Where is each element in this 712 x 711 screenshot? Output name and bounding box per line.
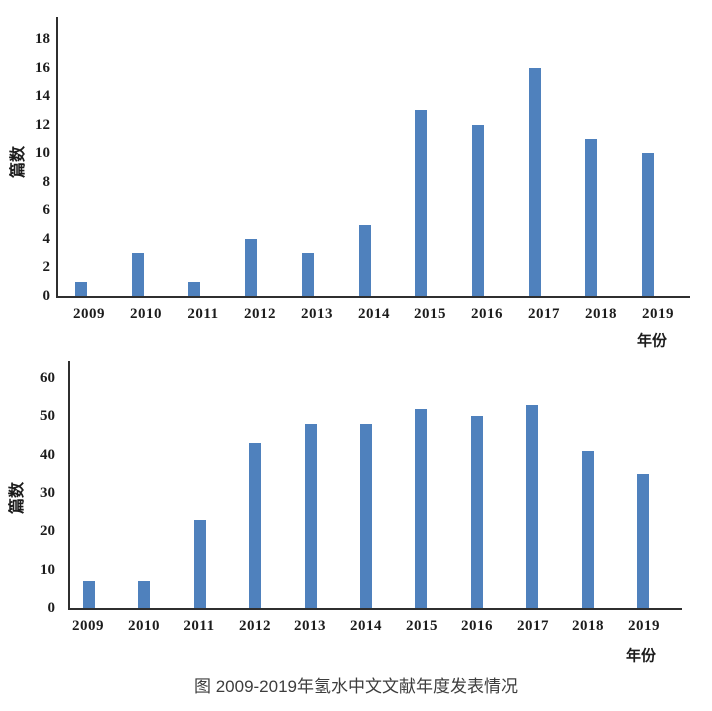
bar-2019 <box>637 474 649 608</box>
x-axis-title: 年份 <box>636 333 668 350</box>
x-tick-label: 2017 <box>528 306 560 322</box>
bar-2014 <box>360 424 372 608</box>
bar-2013 <box>305 424 317 608</box>
y-tick-label: 16 <box>35 59 50 76</box>
bar-2017 <box>529 68 541 296</box>
bar-2009 <box>75 282 87 296</box>
bar-2011 <box>188 282 200 296</box>
y-tick-label: 8 <box>42 173 51 190</box>
x-tick-label: 2013 <box>294 618 326 634</box>
x-tick-label: 2017 <box>517 618 549 634</box>
bar-2017 <box>526 405 538 608</box>
bar-2016 <box>471 416 483 608</box>
y-tick-label: 18 <box>35 30 50 47</box>
y-tick-label: 2 <box>42 259 51 276</box>
x-tick-label: 2012 <box>239 618 271 634</box>
bar-2016 <box>472 125 484 296</box>
x-tick-label: 2019 <box>628 618 660 634</box>
bar-2018 <box>585 139 597 296</box>
figure-caption: 图 2009-2019年氢水中文文献年度发表情况 <box>193 677 519 696</box>
bar-2015 <box>415 409 427 608</box>
y-tick-label: 20 <box>40 523 55 540</box>
x-tick-label: 2009 <box>73 306 105 322</box>
x-tick-label: 2015 <box>414 306 446 322</box>
y-tick-label: 4 <box>42 230 51 247</box>
x-tick-label: 2018 <box>585 306 617 322</box>
bar-2010 <box>138 581 150 608</box>
y-axis-line <box>68 361 70 610</box>
x-tick-label: 2013 <box>301 306 333 322</box>
x-tick-label: 2012 <box>244 306 276 322</box>
x-tick-label: 2010 <box>128 618 160 634</box>
bar-2018 <box>582 451 594 608</box>
x-axis-title: 年份 <box>625 648 657 665</box>
bar-2014 <box>359 225 371 296</box>
y-tick-label: 0 <box>42 288 51 304</box>
y-tick-label: 10 <box>40 561 55 578</box>
y-tick-label: 14 <box>35 88 50 105</box>
x-tick-label: 2019 <box>642 306 674 322</box>
bar-2015 <box>415 110 427 296</box>
x-tick-label: 2016 <box>461 618 493 634</box>
x-tick-label: 2011 <box>187 306 219 322</box>
x-tick-label: 2010 <box>130 306 162 322</box>
y-axis-line <box>56 17 58 298</box>
y-tick-label: 6 <box>42 202 51 219</box>
bar-2012 <box>245 239 257 296</box>
bar-2011 <box>194 520 206 608</box>
x-axis-line <box>56 296 690 298</box>
x-tick-label: 2015 <box>406 618 438 634</box>
x-tick-label: 2014 <box>358 306 390 322</box>
x-tick-label: 2016 <box>471 306 503 322</box>
y-tick-label: 40 <box>40 446 55 463</box>
x-tick-label: 2018 <box>572 618 604 634</box>
y-tick-label: 0 <box>47 600 56 616</box>
bar-2012 <box>249 443 261 608</box>
y-tick-label: 50 <box>40 408 55 425</box>
bar-2010 <box>132 253 144 296</box>
y-tick-label: 60 <box>40 370 55 387</box>
bar-2019 <box>642 153 654 296</box>
bar-2013 <box>302 253 314 296</box>
y-tick-label: 10 <box>35 145 50 162</box>
y-tick-label: 30 <box>40 485 55 501</box>
x-tick-label: 2014 <box>350 618 382 634</box>
bar-2009 <box>83 581 95 608</box>
y-tick-label: 12 <box>35 116 50 133</box>
x-tick-label: 2011 <box>183 618 215 634</box>
y-axis-title: 篇数 <box>9 481 26 515</box>
x-axis-line <box>68 608 682 610</box>
x-tick-label: 2009 <box>72 618 104 634</box>
